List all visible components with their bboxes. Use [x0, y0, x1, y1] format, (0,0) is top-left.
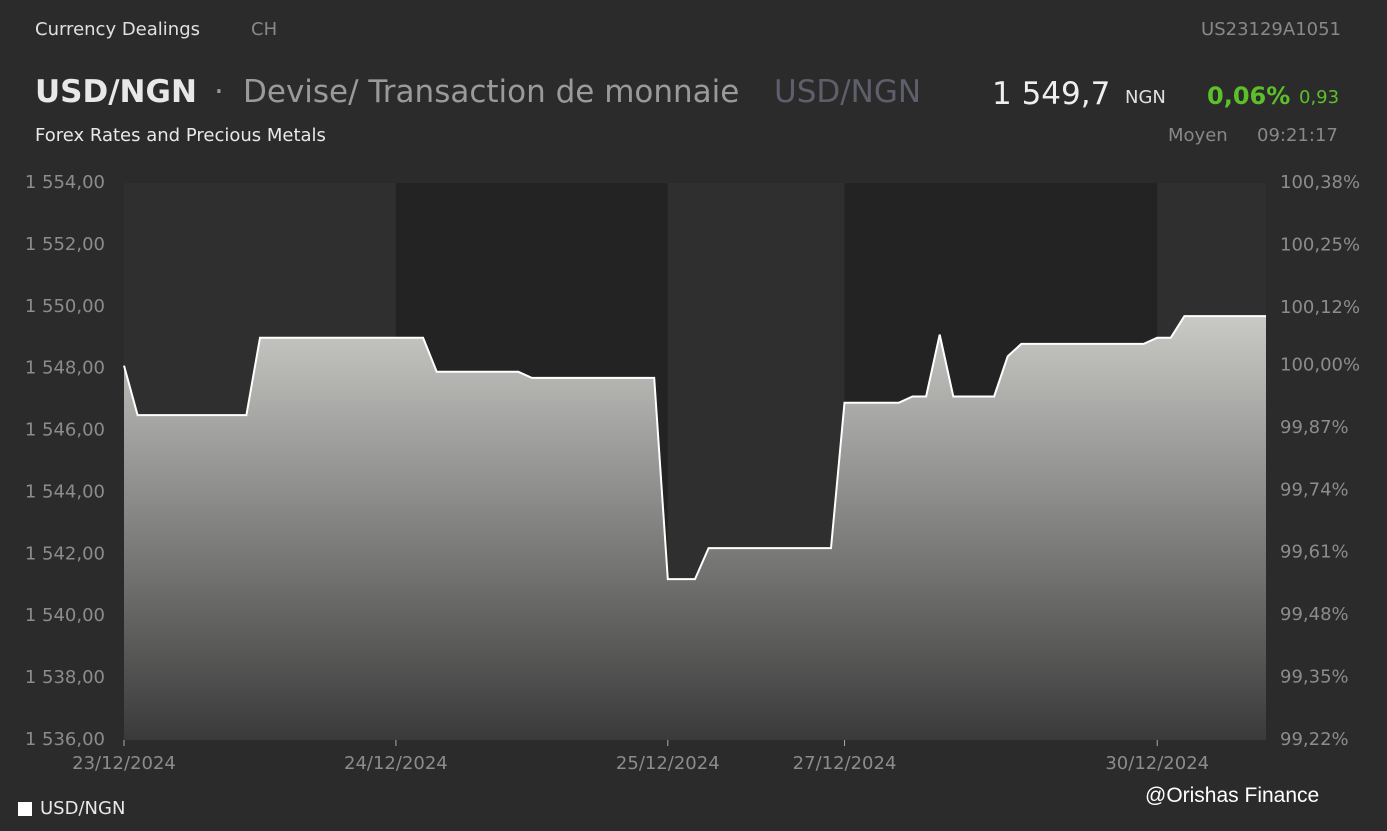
y2-tick-label: 100,00% — [1280, 354, 1360, 375]
line — [123, 315, 1266, 581]
y2-tick-label: 100,25% — [1280, 234, 1360, 255]
y-tick-label: 1 540,00 — [25, 605, 105, 626]
y2-tick-label: 99,48% — [1280, 604, 1349, 625]
y-tick-label: 1 544,00 — [25, 481, 105, 502]
y-tick-label: 1 536,00 — [25, 729, 105, 750]
isin: US23129A1051 — [1201, 19, 1341, 40]
y-tick-label: 1 548,00 — [25, 358, 105, 379]
x-tick-label: 24/12/2024 — [344, 753, 448, 774]
watermark: @Orishas Finance — [1145, 784, 1320, 807]
y-tick-label: 1 546,00 — [25, 420, 105, 441]
price: 1 549,7 — [992, 76, 1111, 112]
description: Devise/ Transaction de monnaie — [243, 74, 740, 110]
legend-swatch — [18, 802, 32, 816]
symbol: USD/NGN — [35, 74, 197, 110]
y2-tick-label: 99,87% — [1280, 417, 1349, 438]
area — [124, 316, 1266, 740]
y-tick-label: 1 538,00 — [25, 667, 105, 688]
subtitle: Forex Rates and Precious Metals — [35, 125, 326, 146]
y2-tick-label: 100,12% — [1280, 297, 1360, 318]
change-pct: 0,06% — [1207, 82, 1291, 110]
y-tick-label: 1 550,00 — [25, 296, 105, 317]
symbol-alt: USD/NGN — [774, 74, 922, 110]
x-tick-label: 30/12/2024 — [1105, 753, 1209, 774]
separator: · — [214, 74, 224, 110]
y2-tick-label: 99,22% — [1280, 729, 1349, 750]
section: Currency Dealings — [35, 19, 200, 40]
y2-tick-label: 100,38% — [1280, 172, 1360, 193]
legend-label: USD/NGN — [40, 798, 126, 819]
y-tick-label: 1 554,00 — [25, 172, 105, 193]
currency: NGN — [1125, 87, 1166, 108]
price-type: Moyen — [1168, 125, 1228, 146]
x-tick-label: 27/12/2024 — [793, 753, 897, 774]
x-tick-label: 23/12/2024 — [72, 753, 176, 774]
y2-tick-label: 99,35% — [1280, 667, 1349, 688]
x-tick-label: 25/12/2024 — [616, 753, 720, 774]
y-tick-label: 1 552,00 — [25, 234, 105, 255]
y2-tick-label: 99,61% — [1280, 542, 1349, 563]
time: 09:21:17 — [1257, 125, 1338, 146]
y2-tick-label: 99,74% — [1280, 479, 1349, 500]
change-abs: 0,93 — [1299, 87, 1340, 108]
y-tick-label: 1 542,00 — [25, 543, 105, 564]
market: CH — [251, 19, 278, 40]
